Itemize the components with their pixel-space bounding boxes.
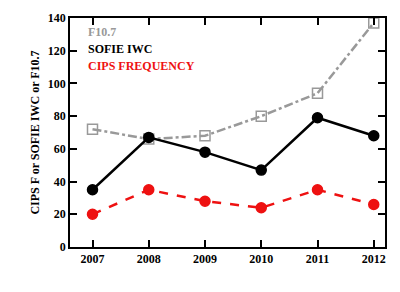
svg-text:CIPS F or SOFIE IWC or F10.7: CIPS F or SOFIE IWC or F10.7 [28,50,42,214]
svg-text:2009: 2009 [193,252,217,266]
svg-text:CIPS FREQUENCY: CIPS FREQUENCY [88,59,195,73]
svg-text:2012: 2012 [362,252,386,266]
svg-text:120: 120 [48,44,66,58]
svg-text:2008: 2008 [137,252,161,266]
svg-text:40: 40 [54,175,66,189]
svg-text:0: 0 [60,240,66,254]
svg-text:80: 80 [54,109,66,123]
svg-text:140: 140 [48,11,66,25]
svg-text:60: 60 [54,142,66,156]
svg-text:F10.7: F10.7 [88,25,116,39]
svg-text:SOFIE IWC: SOFIE IWC [88,42,152,56]
svg-text:2010: 2010 [249,252,273,266]
svg-text:2007: 2007 [81,252,105,266]
svg-text:20: 20 [54,207,66,221]
svg-text:100: 100 [48,77,66,91]
svg-text:2011: 2011 [306,252,329,266]
